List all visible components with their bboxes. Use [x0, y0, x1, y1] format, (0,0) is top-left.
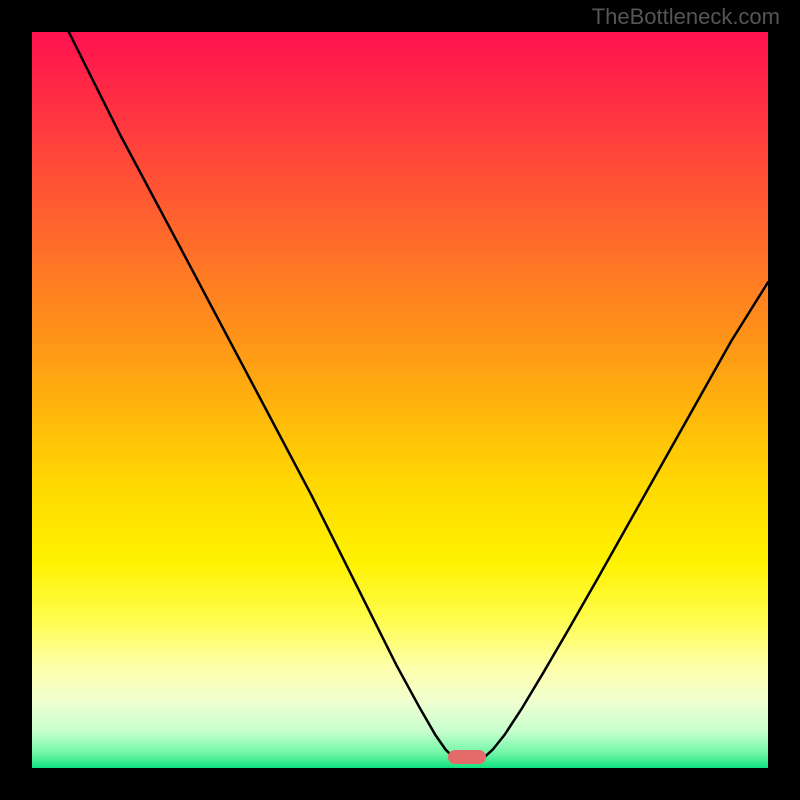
attribution-text: TheBottleneck.com	[592, 4, 780, 30]
bottleneck-curve	[32, 32, 768, 768]
chart-plot-area	[32, 32, 768, 768]
optimal-marker	[448, 750, 486, 763]
